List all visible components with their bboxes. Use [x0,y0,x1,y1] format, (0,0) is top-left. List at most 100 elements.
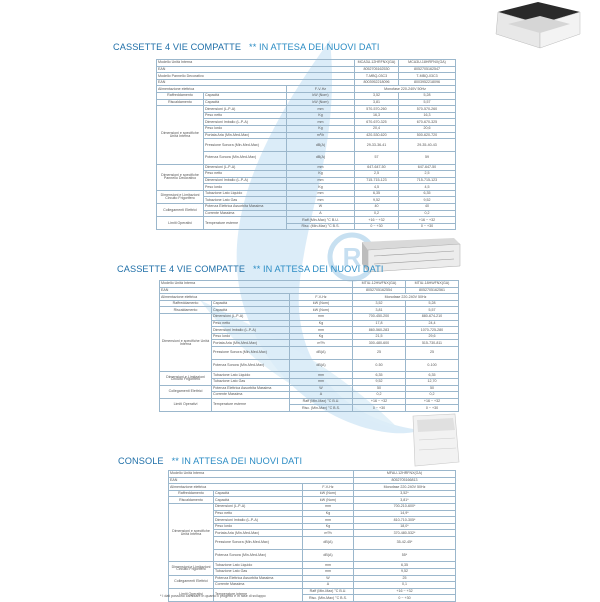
title-note: ** IN ATTESA DEI NUOVI DATI [241,42,380,52]
value-cell: 1070-725-280 [405,326,459,334]
value-cell: 0 ~ +30 [353,594,456,602]
row-label: Modello Unità Interna [156,59,355,67]
cassette-unit-image [495,2,581,49]
value-cell: 9,52 [398,196,456,205]
section-title: CASSETTE 4 VIE COMPATTE ** IN ATTESA DEI… [113,42,380,52]
value-cell: 55* [353,548,456,563]
value-cell: 647-647-50 [354,163,399,172]
row-label: Pressione Sonora (Min-Med-Max) [203,138,287,152]
value-cell: 3,81* [353,496,456,504]
row-label: Dimensioni Imballo (L-P-A) [213,516,303,524]
unit-cell: mm [289,377,353,386]
unit-cell: A [302,581,354,589]
group-label: Dimensioni e specifiche Unità Interna [159,312,212,373]
row-label: Portata Aria (Min-Med-Max) [203,131,287,140]
value-cell: 9,52 [352,377,406,386]
table-row: Riscaldamento Capacità kW (Nom) 3,81 5,57 [159,306,459,314]
unit-cell: W [302,574,354,583]
value-cell: 6,35 [405,371,459,379]
value-cell: 500-620-720 [398,131,456,140]
value-cell: 59 [398,150,456,165]
unit-cell: dB(A) [286,150,355,165]
row-label: Capacità [211,299,290,308]
value-cell: 8052705162547 [398,65,456,74]
table-row: Raffreddamento Capacità kW (Nom) 3,52 5,28 [156,91,456,100]
unit-cell: dB(A) [289,345,353,360]
table-row: Raffreddamento Capacità kW (Nom) 3,52 5,28 [159,299,459,308]
row-label: Peso lordo [203,124,287,133]
row-label: Temperature esterne [211,397,290,412]
row-label: Peso netto [203,170,287,178]
duct-unit-image [362,238,461,273]
unit-cell: Kg [286,124,355,133]
row-label: Peso netto [203,111,287,120]
group-label: Collegamenti Elettrici [159,384,212,399]
value-cell: 2,5 [354,170,399,178]
unit-cell: Raff (Min-Max) °C B.U. [286,216,355,224]
unit-cell: mm [286,105,355,113]
value-cell: 16,3 [398,111,456,120]
row-label: Capacità [203,91,287,100]
unit-cell: kW (Nom) [302,489,354,498]
title-note: ** IN ATTESA DEI NUOVI DATI [163,456,303,466]
row-label: Dimensioni (L-P-A) [203,105,287,113]
unit-cell: Raff (Min-Max) °C B.U. [302,587,354,596]
value-cell: 700-450-200 [352,312,406,321]
row-label: Corrente Massima [203,209,287,218]
value-cell: 0,1 [353,581,456,589]
row-label: Modello Unità Interna [168,470,354,478]
row-label: Peso lordo [213,522,303,531]
value-cell: Monofase 220-240V 50Hz [352,293,459,301]
section-title: CONSOLE ** IN ATTESA DEI NUOVI DATI [118,456,302,466]
value-cell: 0,2 [405,391,459,399]
group-label: Raffreddamento [168,489,214,498]
value-cell: 6,35 [398,189,456,198]
table-row: Dimensioni Imballo (L-P-A) mm 715-715-123 7… [157,176,456,185]
row-label: Potenza Elettrica Assorbita Massima [211,384,290,393]
title-product: CASSETTE 4 VIE COMPATTE [113,42,242,52]
value-cell: 5,57 [398,98,456,107]
value-cell: 16,3 [354,111,399,120]
table-row: Modello Unità Interna MTIU-12HWFNX(GA) MTI… [159,280,459,288]
table-row: Limiti Operativi Temperature esterne Raff … [159,397,459,412]
value-cell: 715-715-123 [398,176,456,185]
value-cell: 3,52* [353,489,456,498]
value-cell: MCA3U-18HRFNX(GA) [398,59,456,67]
row-label: Tubazione Lato Liquido [203,189,287,198]
unit-cell: Risc. (Min-Max) °C B.S. [289,404,353,412]
unit-cell: kW (Nom) [286,98,355,107]
row-label: Dimensioni Imballo (L-P-A) [203,118,287,126]
value-cell: 25 [352,345,406,360]
value-cell: 24,4 [405,319,459,328]
svg-text:R: R [343,242,362,272]
unit-cell: mm [302,502,354,511]
row-label: Tubazione Lato Gas [211,377,290,386]
row-label: Peso lordo [203,183,287,191]
table-row: Potenza Sonora (Min-Med-Max) dB(A) 57 59 [157,150,456,165]
row-label: Potenza Sonora (Min-Med-Max) [203,150,287,165]
row-label: Capacità [213,489,303,498]
value-cell: MCA3U-12HRFNX(GA) [354,59,399,67]
unit-cell: Raff (Min-Max) °C B.U. [289,397,353,406]
table-row: Limiti Operativi Temperature esterne Raff … [156,216,456,231]
unit-cell: dB(A) [286,138,355,152]
table-row: Collegamenti Elettrici Potenza Elettrica … [159,384,459,399]
value-cell: 8052705162554 [352,286,406,295]
unit-cell: A [286,209,355,218]
value-cell: +16 ~ +32 [354,216,399,224]
table-row: EAN 8052705162530 8052705162547 [156,65,456,74]
row-label: Alimentazione elettrica [156,85,287,93]
group-label: Dimensioni e specifiche Unità Interna [168,502,214,563]
unit-cell: W [289,384,353,393]
table-row: EAN 8052705162554 8052705162561 [159,286,459,295]
footnote: * I dati possono cambiare in quanto il p… [160,594,266,598]
value-cell: 0,2 [352,391,406,399]
value-cell: 3,52 [354,91,399,100]
unit-cell: mm [289,371,353,379]
value-cell: 9,52 [353,567,456,576]
group-label: Riscaldamento [159,306,212,314]
value-cell: T-MBQ-03C3 [398,72,456,80]
value-cell: 810-710-305* [353,516,456,524]
value-cell: 3,81 [352,306,406,314]
value-cell: 0 ~ +30 [354,222,399,231]
